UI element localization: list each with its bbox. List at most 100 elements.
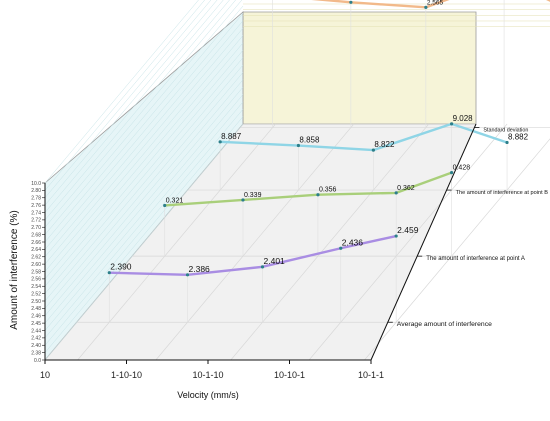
data-point — [505, 140, 509, 145]
floor-grid-line — [364, 138, 550, 361]
wall-grid-line — [44, 27, 244, 265]
y-tick-label: 2.54 — [31, 284, 41, 290]
data-label: 0.339 — [244, 192, 262, 199]
wall-grid-line — [44, 0, 243, 235]
data-point — [163, 203, 167, 208]
y-tick-label: 2.68 — [31, 232, 41, 238]
wall-grid-line — [44, 20, 244, 257]
data-point — [185, 273, 190, 277]
data-point — [450, 171, 454, 175]
data-point — [316, 193, 320, 197]
y-tick-label: 2.74 — [31, 210, 41, 216]
floor-grid-line — [155, 123, 355, 361]
wall-grid-line — [44, 0, 236, 228]
y-tick-label: 2.72 — [31, 218, 41, 224]
data-label: 8.822 — [374, 140, 395, 149]
wall-grid-line — [44, 72, 244, 309]
data-label: 0.356 — [319, 187, 337, 194]
wall-grid-line — [44, 0, 224, 213]
y-tick-label: 2.58 — [31, 269, 41, 275]
x-tick-labels: 10 1-10-10 10-1-10 10-10-1 10-1-1 — [40, 360, 384, 380]
wall-grid-line — [44, 13, 244, 250]
wall-grid-line — [44, 0, 206, 191]
wall-grid-line — [44, 109, 244, 346]
data-label: 8.858 — [299, 136, 320, 145]
data-point — [241, 198, 245, 202]
data-label: 0.362 — [397, 185, 415, 192]
series-points — [107, 0, 509, 277]
data-label: 2.576 — [352, 0, 369, 1]
data-label: 2.459 — [397, 225, 419, 235]
y-tick-label: 2.48 — [31, 306, 41, 312]
data-point — [394, 191, 398, 195]
data-label: 2.386 — [189, 264, 211, 274]
data-point — [107, 271, 111, 275]
data-labels: 2.390 2.386 2.401 2.436 2.459 0.321 0.339 0.356… — [110, 0, 529, 274]
wall-grid-line — [44, 86, 244, 324]
y-tick-label: 2.66 — [31, 240, 41, 246]
y-tick-label: 2.70 — [31, 225, 41, 231]
data-label: 2.436 — [342, 237, 364, 247]
data-point — [339, 246, 343, 250]
wall-grid-line — [44, 94, 244, 331]
data-point — [218, 140, 222, 144]
y-tick-label: 2.42 — [31, 336, 41, 342]
wall-grid-line — [44, 0, 218, 206]
x-tick-label: 10-1-10 — [192, 370, 223, 380]
depth-axis-label: The amount of interference at point A — [426, 256, 525, 262]
y-axis-title: Amount of interference (%) — [9, 210, 20, 330]
y-tick-label: 2.76 — [31, 203, 41, 209]
wall-grid-line — [44, 116, 244, 353]
y-tick-label: 2.38 — [31, 350, 41, 356]
y-tick-label: 2.62 — [31, 255, 41, 261]
depth-axis-line — [370, 123, 477, 361]
wall-grid-line — [44, 0, 212, 198]
data-point — [450, 122, 454, 126]
data-label: 9.028 — [453, 114, 474, 123]
y-tick-label: 2.45 — [31, 321, 41, 327]
wall-grid-line — [44, 0, 199, 184]
x-tick-label: 10-10-1 — [274, 370, 305, 380]
y-tick-label: 2.78 — [31, 196, 41, 202]
y-tick-label: 2.46 — [31, 314, 41, 320]
wall-grid-line — [44, 5, 244, 243]
wall-grid-line — [44, 57, 244, 294]
grid-layer — [44, 0, 550, 361]
y-tick-label: 2.40 — [31, 343, 41, 349]
x-tick-label: 10 — [40, 370, 50, 380]
depth-axis-label: Standard deviation — [483, 128, 528, 134]
floor-grid-line — [308, 123, 508, 361]
depth-axis-labels: Average amount of interference The amount… — [387, 127, 549, 328]
data-label: 8.887 — [221, 132, 242, 141]
floor-grid-line — [230, 123, 430, 361]
y-tick-label: 2.44 — [31, 328, 41, 334]
data-point — [394, 234, 398, 238]
y-tick-label: 0.0 — [34, 358, 41, 364]
x-tick-label: 1-10-10 — [111, 370, 142, 380]
data-point — [260, 265, 265, 269]
x-axis-title: Velocity (mm/s) — [177, 390, 239, 400]
y-tick-labels: 0.02.382.402.422.442.452.462.482.502.522… — [31, 181, 45, 364]
y-tick-label: 2.56 — [31, 277, 41, 283]
data-point — [371, 148, 375, 152]
wall-grid-line — [44, 101, 244, 339]
series-line — [311, 0, 550, 9]
y-tick-label: 2.80 — [31, 188, 41, 194]
data-label: 8.882 — [508, 132, 529, 141]
depth-axis-label: Average amount of interference — [397, 321, 492, 328]
data-label: 0.321 — [166, 197, 184, 204]
data-label: 2.565 — [427, 0, 444, 6]
wall-grid-line — [44, 42, 244, 280]
wall-grid-line — [44, 123, 244, 361]
data-point — [349, 0, 353, 4]
wall-grid-line — [44, 50, 244, 287]
data-label: 0.428 — [453, 165, 471, 172]
depth-axis-label: The amount of interference at point B — [456, 190, 549, 196]
y-tick-label: 2.52 — [31, 291, 41, 297]
data-point — [424, 5, 428, 9]
y-tick-label: 2.50 — [31, 299, 41, 305]
y-tick-label: 10.0 — [31, 181, 41, 187]
y-tick-label: 2.60 — [31, 262, 41, 268]
wall-grid-line — [44, 79, 244, 316]
back-wall-panel — [242, 11, 477, 125]
